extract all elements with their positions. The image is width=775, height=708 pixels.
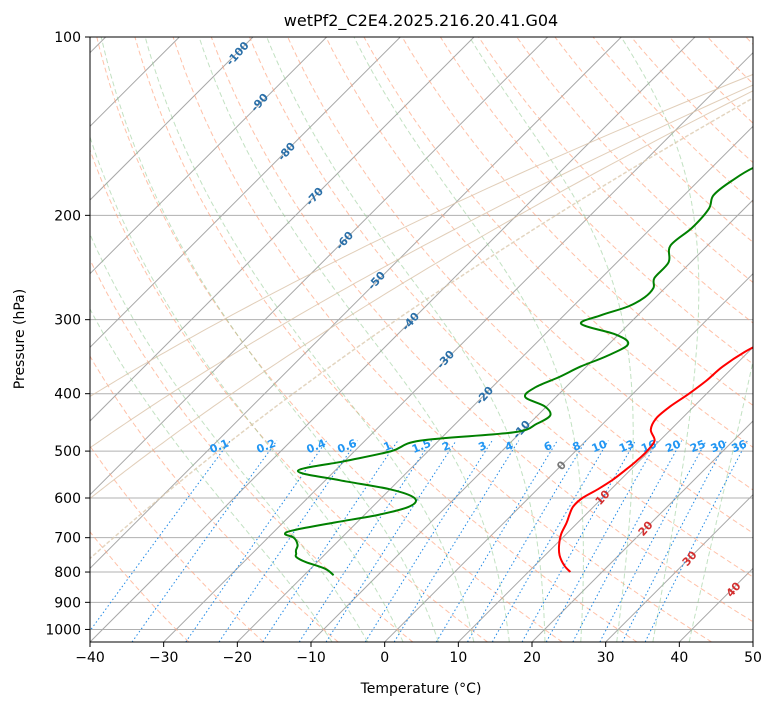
moist-adiabat-line bbox=[90, 308, 333, 642]
isotherm-line bbox=[236, 125, 753, 642]
x-tick-label: 0 bbox=[380, 650, 389, 666]
y-tick-label: 400 bbox=[54, 387, 81, 403]
mixing-ratio-line bbox=[393, 440, 520, 642]
mixing-ratio-line bbox=[325, 440, 457, 642]
mixing-ratio-label: 20 bbox=[664, 437, 683, 455]
moist-adiabat-line bbox=[266, 37, 546, 642]
y-tick-label: 100 bbox=[54, 30, 81, 46]
y-tick-label: 1000 bbox=[45, 622, 81, 638]
x-tick-label: −10 bbox=[296, 650, 326, 666]
mixing-ratio-label: 30 bbox=[709, 437, 728, 455]
background-curve bbox=[90, 73, 753, 398]
isotherm-line bbox=[90, 37, 254, 201]
dry-adiabat-line bbox=[90, 148, 488, 642]
dry-adiabat-line bbox=[249, 37, 753, 578]
dry-adiabat-line bbox=[134, 37, 638, 642]
mixing-ratio-line bbox=[435, 440, 558, 642]
dry-adiabat-line bbox=[325, 37, 753, 491]
dry-adiabat-line bbox=[172, 37, 712, 642]
dry-adiabat-line bbox=[90, 531, 190, 642]
dry-adiabat-line bbox=[439, 37, 753, 365]
isotherm-line bbox=[90, 37, 328, 275]
x-tick-label: 20 bbox=[523, 650, 541, 666]
mixing-ratio-line bbox=[467, 440, 587, 642]
background-lines bbox=[90, 37, 753, 642]
mixing-ratio-line bbox=[218, 440, 358, 642]
dry-adiabat-line bbox=[90, 355, 339, 642]
series-lines bbox=[284, 166, 753, 577]
y-tick-label: 700 bbox=[54, 531, 81, 547]
mixing-ratio-label: 13 bbox=[617, 438, 636, 456]
dry-adiabat-line bbox=[90, 445, 264, 642]
moist-adiabat-line bbox=[144, 37, 475, 642]
mixing-ratio-label: 2 bbox=[440, 439, 452, 454]
mixing-ratio-label: 25 bbox=[688, 438, 707, 456]
x-tick-label: 10 bbox=[449, 650, 467, 666]
y-tick-label: 600 bbox=[54, 491, 81, 507]
moist-adiabat-line bbox=[90, 232, 369, 642]
y-tick-label: 500 bbox=[54, 444, 81, 460]
mixing-ratio-label: 8 bbox=[571, 439, 583, 454]
x-tick-label: −20 bbox=[223, 650, 253, 666]
isotherm-line bbox=[310, 199, 753, 642]
moist-adiabat-line bbox=[353, 37, 584, 642]
y-tick-label: 200 bbox=[54, 208, 81, 224]
moist-adiabat-line bbox=[620, 37, 700, 642]
y-tick-label: 900 bbox=[54, 595, 81, 611]
isotherm-line bbox=[605, 493, 753, 642]
dry-adiabat-line bbox=[401, 37, 753, 406]
plot-background bbox=[90, 37, 753, 642]
moist-adiabat-line bbox=[100, 37, 439, 642]
mixing-ratio-line bbox=[131, 440, 278, 642]
dry-adiabat-line bbox=[90, 258, 414, 642]
isotherm-line bbox=[531, 420, 753, 642]
mixing-ratio-line bbox=[644, 440, 748, 642]
x-tick-label: 50 bbox=[744, 650, 762, 666]
mixing-ratio-line bbox=[262, 440, 399, 642]
isotherm-line bbox=[752, 641, 753, 642]
mixing-ratio-line bbox=[298, 440, 432, 642]
temperature-profile-line bbox=[557, 346, 753, 573]
isotherm-line bbox=[384, 272, 753, 642]
isotherm-line bbox=[90, 37, 622, 570]
plot-frame bbox=[89, 36, 754, 643]
chart-title: wetPf2_C2E4.2025.216.20.41.G04 bbox=[284, 11, 558, 31]
dewpoint-profile-line bbox=[284, 166, 753, 577]
x-tick-label: 40 bbox=[670, 650, 688, 666]
mixing-ratio-line bbox=[545, 440, 659, 642]
moist-adiabat-line bbox=[198, 37, 510, 642]
x-tick-label: 30 bbox=[597, 650, 615, 666]
isotherm-line bbox=[90, 37, 475, 422]
background-curve bbox=[90, 90, 753, 500]
y-tick-label: 300 bbox=[54, 313, 81, 329]
y-axis-title: Pressure (hPa) bbox=[12, 289, 28, 389]
mixing-ratio-line bbox=[521, 440, 637, 642]
mixing-ratio-label: 10 bbox=[590, 437, 609, 455]
mixing-ratio-line bbox=[185, 440, 328, 642]
dry-adiabat-line bbox=[516, 37, 753, 284]
mixing-ratio-label: 3 bbox=[476, 439, 488, 454]
dry-adiabat-line bbox=[96, 37, 563, 642]
x-axis-title: Temperature (°C) bbox=[360, 681, 482, 697]
background-curve bbox=[90, 97, 753, 560]
moist-adiabat-line bbox=[688, 358, 753, 642]
dry-adiabat-line bbox=[210, 37, 753, 623]
mixing-ratio-label: 36 bbox=[730, 437, 749, 455]
x-tick-label: −40 bbox=[75, 650, 105, 666]
isotherm-line bbox=[90, 37, 696, 642]
mixing-ratio-label: 1 bbox=[382, 439, 394, 454]
axes: −40 −30 −20 −10 0 10 20 30 40 50 100 200 300 400 500 60… bbox=[45, 30, 762, 666]
y-tick-label: 800 bbox=[54, 565, 81, 581]
isotherm-line bbox=[90, 37, 549, 496]
isotherm-line bbox=[163, 51, 753, 642]
mixing-ratio-line bbox=[364, 440, 493, 642]
background-curve bbox=[90, 84, 753, 449]
moist-adiabat-line bbox=[90, 135, 404, 642]
mixing-ratio-line bbox=[572, 440, 683, 642]
x-tick-label: −30 bbox=[149, 650, 179, 666]
mixing-ratio-line bbox=[90, 440, 231, 632]
